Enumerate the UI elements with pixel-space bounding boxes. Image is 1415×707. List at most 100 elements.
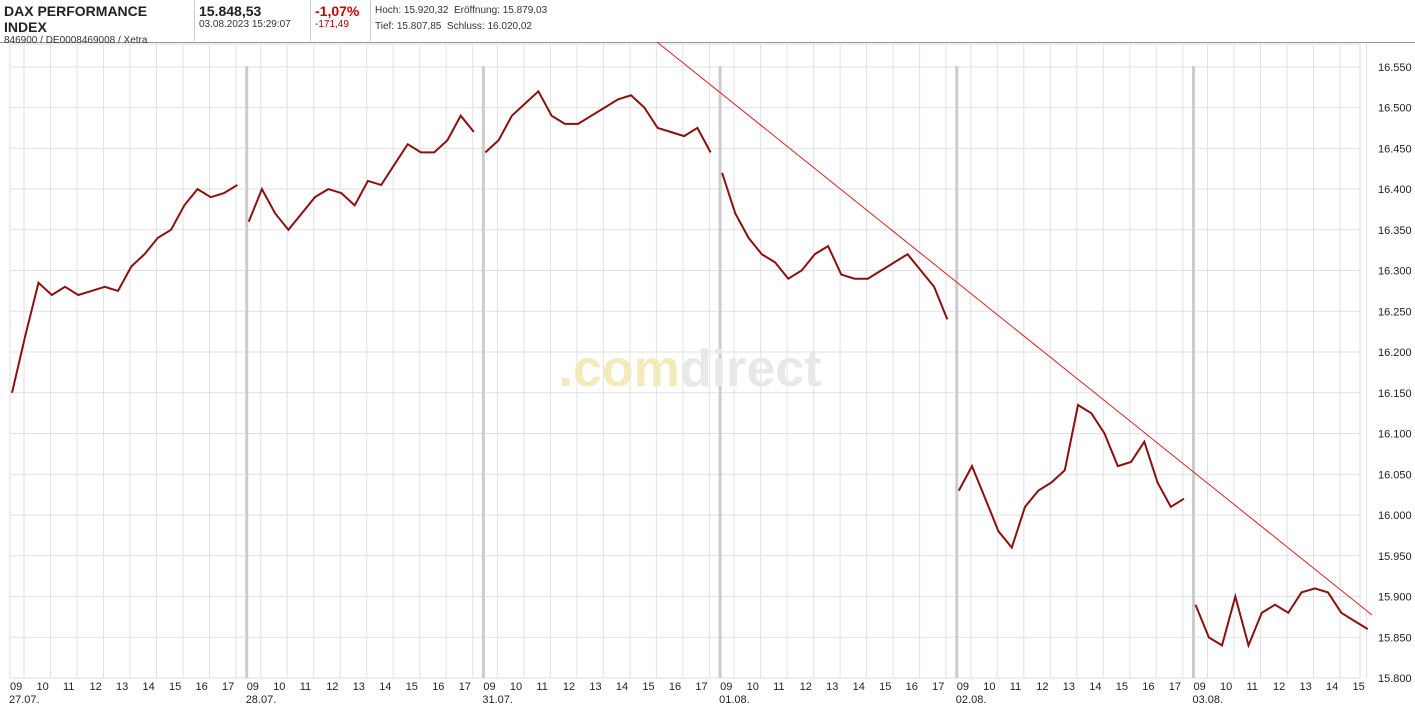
x-tick-label: 14 <box>1089 681 1101 693</box>
price-line <box>721 172 949 320</box>
y-tick-label: 16.150 <box>1378 388 1412 400</box>
date-label: 02.08. <box>956 694 987 706</box>
y-tick-label: 16.400 <box>1378 184 1412 196</box>
x-tick-label: 16 <box>196 681 208 693</box>
x-tick-label: 17 <box>459 681 471 693</box>
x-tick-label: 09 <box>483 681 495 693</box>
x-tick-label: 11 <box>536 681 547 693</box>
x-tick-label: 15 <box>642 681 654 693</box>
x-tick-label: 15 <box>169 681 181 693</box>
title: DAX PERFORMANCE INDEX <box>4 3 148 35</box>
x-tick-label: 12 <box>326 681 338 693</box>
change-pct: -1,07% <box>315 3 360 19</box>
chart: 15.800 15.850 15.900 15.950 16.000 16.050 16.1… <box>9 42 1412 706</box>
watermark-b: direct <box>680 340 822 398</box>
x-tick-label: 12 <box>1273 681 1285 693</box>
x-tick-label: 10 <box>747 681 759 693</box>
x-tick-label: 11 <box>300 681 311 693</box>
x-tick-label: 11 <box>773 681 784 693</box>
x-tick-label: 10 <box>37 681 49 693</box>
y-tick-label: 16.550 <box>1378 62 1412 74</box>
x-tick-label: 14 <box>1326 681 1338 693</box>
trend-line <box>656 42 1373 616</box>
price-line <box>247 113 475 232</box>
x-tick-label: 13 <box>1300 681 1312 693</box>
x-tick-label: 16 <box>669 681 681 693</box>
x-tick-label: 14 <box>143 681 155 693</box>
x-tick-label: 09 <box>957 681 969 693</box>
x-tick-label: 16 <box>1142 681 1154 693</box>
x-tick-label: 13 <box>826 681 838 693</box>
x-tick-label: 14 <box>616 681 628 693</box>
x-tick-label: 12 <box>90 681 102 693</box>
x-tick-label: 16 <box>906 681 918 693</box>
x-tick-label: 09 <box>10 681 22 693</box>
x-tick-label: 12 <box>800 681 812 693</box>
y-tick-label: 15.950 <box>1378 551 1412 563</box>
x-tick-label: 10 <box>273 681 285 693</box>
y-tick-label: 16.350 <box>1378 225 1412 237</box>
x-tick-label: 13 <box>116 681 128 693</box>
x-tick-label: 09 <box>720 681 732 693</box>
y-tick-label: 16.050 <box>1378 469 1412 481</box>
x-tick-label: 10 <box>983 681 995 693</box>
y-tick-label: 16.000 <box>1378 510 1412 522</box>
price-line <box>11 184 238 394</box>
x-tick-label: 17 <box>222 681 234 693</box>
y-tick-label: 16.500 <box>1378 103 1412 115</box>
ids: 846900 / DE0008469008 / Xetra <box>4 35 148 46</box>
cell: -1,07% -171,49 <box>311 0 371 41</box>
x-tick-label: 09 <box>247 681 259 693</box>
datetime: 03.08.2023 15:29:07 <box>199 19 291 30</box>
x-tick-label: 17 <box>932 681 944 693</box>
date-label: 03.08. <box>1193 694 1224 706</box>
price-line <box>484 89 712 154</box>
cell: DAX PERFORMANCE INDEX 846900 / DE00084690… <box>0 0 195 46</box>
x-tick-label: 15 <box>879 681 891 693</box>
price-line <box>1194 587 1369 649</box>
y-tick-label: 16.200 <box>1378 347 1412 359</box>
date-label: 31.07. <box>482 694 513 706</box>
x-tick-label: 12 <box>563 681 575 693</box>
date-label: 28.07. <box>246 694 277 706</box>
close: Schluss: 16.020,02 <box>446 21 532 32</box>
x-tick-label: 15 <box>1353 681 1365 693</box>
price: 15.848,53 <box>199 3 262 19</box>
x-tick-label: 10 <box>510 681 522 693</box>
x-tick-label: 09 <box>1194 681 1206 693</box>
x-tick-label: 14 <box>379 681 391 693</box>
x-tick-label: 11 <box>1010 681 1021 693</box>
x-tick-label: 17 <box>1169 681 1181 693</box>
x-tick-label: 16 <box>432 681 444 693</box>
x-tick-label: 15 <box>1116 681 1128 693</box>
x-tick-label: 11 <box>63 681 74 693</box>
x-tick-label: 11 <box>1247 681 1258 693</box>
cell: Hoch: 15.920,32 Eröffnung: 15.879,03 Tie… <box>371 0 571 41</box>
change-abs: -171,49 <box>315 19 349 30</box>
y-tick-label: 15.900 <box>1378 592 1412 604</box>
date-label: 27.07. <box>9 694 40 706</box>
y-tick-label: 16.450 <box>1378 143 1412 155</box>
x-tick-label: 12 <box>1036 681 1048 693</box>
watermark: .comdirect <box>559 340 822 398</box>
open: Eröffnung: 15.879,03 <box>453 5 548 16</box>
price-line <box>957 403 1185 550</box>
high: Hoch: 15.920,32 <box>375 5 449 16</box>
date-label: 01.08. <box>719 694 750 706</box>
y-tick-label: 15.850 <box>1378 632 1412 644</box>
x-tick-label: 13 <box>1063 681 1075 693</box>
cell: 15.848,53 03.08.2023 15:29:07 <box>195 0 311 41</box>
header: DAX PERFORMANCE INDEX 846900 / DE00084690… <box>0 0 1415 46</box>
x-tick-label: 15 <box>406 681 418 693</box>
x-tick-label: 13 <box>353 681 365 693</box>
x-tick-label: 17 <box>695 681 707 693</box>
y-tick-label: 16.100 <box>1378 429 1412 441</box>
watermark-a: .com <box>559 340 680 398</box>
y-tick-label: 15.800 <box>1378 673 1412 685</box>
x-tick-label: 10 <box>1220 681 1232 693</box>
x-tick-label: 14 <box>853 681 865 693</box>
y-tick-label: 16.300 <box>1378 266 1412 278</box>
x-tick-label: 13 <box>589 681 601 693</box>
low: Tief: 15.807,85 <box>375 21 442 32</box>
